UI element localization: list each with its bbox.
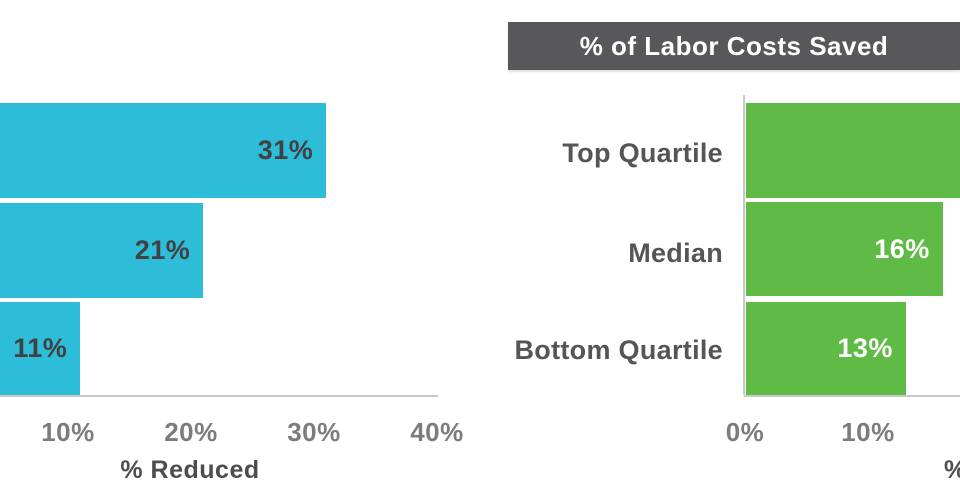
category-label-median: Median <box>628 238 723 268</box>
bar-reduced-11: 11% <box>0 302 81 395</box>
bar-top-quartile-cutoff <box>746 103 960 198</box>
bar-median-16: 16% <box>746 202 943 296</box>
bar-reduced-21: 21% <box>0 203 204 298</box>
bar-reduced-31: 31% <box>0 103 327 198</box>
x-axis-line <box>744 395 960 397</box>
x-tick-10: 10% <box>841 417 895 447</box>
bar-value-label: 31% <box>257 135 314 165</box>
x-tick-40: 40% <box>410 417 464 447</box>
bar-value-label: 16% <box>874 233 930 264</box>
x-tick-30: 30% <box>287 417 341 447</box>
y-axis-line <box>743 95 745 395</box>
x-axis-title-partial: % <box>944 456 960 485</box>
bar-bottom-quartile-13: 13% <box>746 302 906 395</box>
x-axis-title: % Reduced <box>120 456 260 484</box>
x-tick-10: 10% <box>41 417 95 447</box>
bar-value-label: 13% <box>837 333 893 363</box>
category-label-top-quartile: Top Quartile <box>562 138 723 168</box>
x-axis-line <box>0 395 438 397</box>
bar-value-label: 11% <box>13 333 68 363</box>
x-tick-0: 0% <box>725 417 765 447</box>
chart-title: % of Labor Costs Saved <box>579 30 889 61</box>
category-label-bottom-quartile: Bottom Quartile <box>514 335 723 365</box>
chart-title-banner: % of Labor Costs Saved <box>508 22 960 70</box>
bar-value-label: 21% <box>134 235 191 265</box>
x-tick-20: 20% <box>164 417 218 447</box>
